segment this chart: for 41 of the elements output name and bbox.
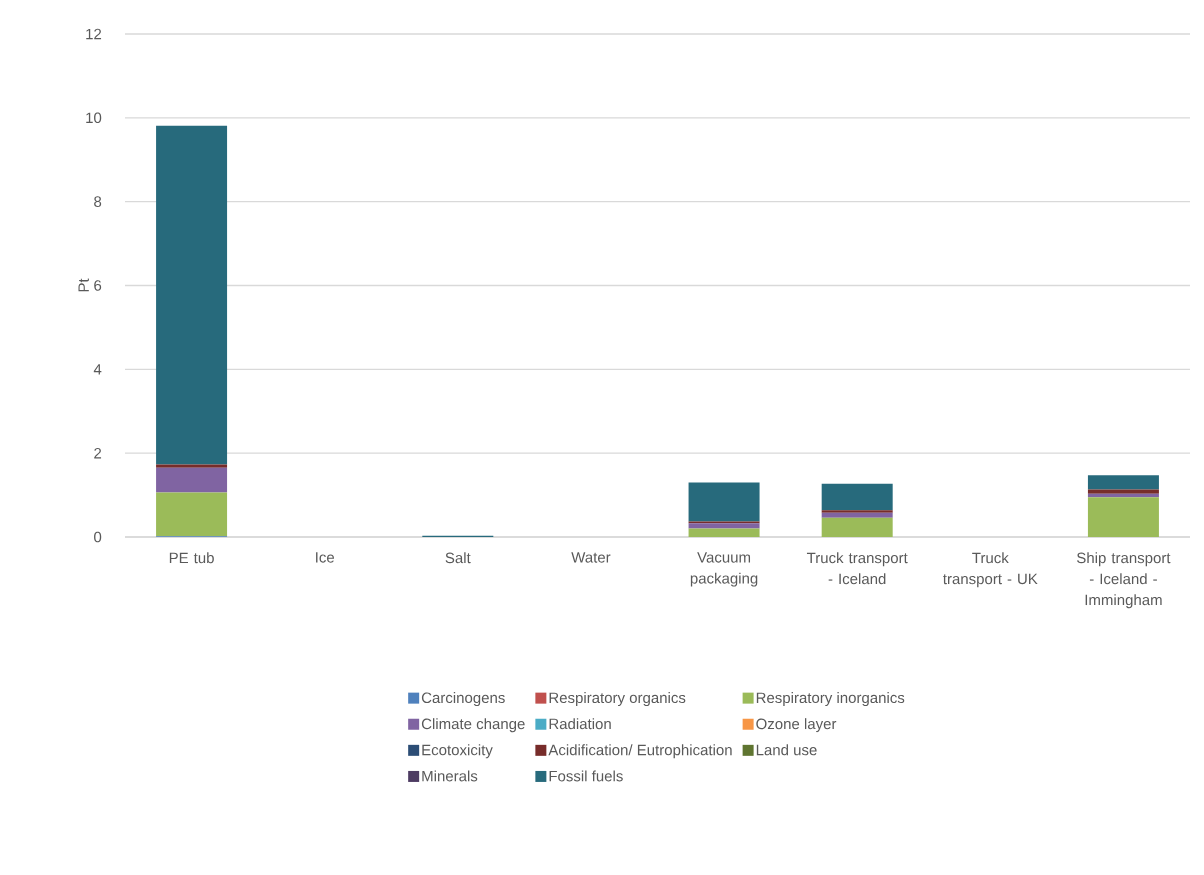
y-tick-label: 8 xyxy=(94,196,102,207)
legend-label: Land use xyxy=(756,744,817,756)
y-tick-label: 12 xyxy=(86,28,102,40)
bar xyxy=(1087,489,1159,494)
bar xyxy=(821,483,893,511)
bar xyxy=(688,528,760,537)
legend-label: Respiratory organics xyxy=(549,692,686,707)
legend-label: Climate change xyxy=(421,718,525,733)
bar xyxy=(688,523,760,529)
x-tick-label: PE tub xyxy=(169,552,214,564)
x-tick-label: Water xyxy=(571,552,611,563)
y-tick-label: 10 xyxy=(86,112,102,124)
y-tick-label: 4 xyxy=(93,364,102,375)
bar xyxy=(156,492,228,537)
y-tick-label: 6 xyxy=(94,280,102,291)
bar xyxy=(688,482,760,522)
legend-label: Ecotoxicity xyxy=(422,744,493,759)
legend-label: Radiation xyxy=(549,718,611,730)
legend-label: Fossil fuels xyxy=(549,770,623,782)
x-tick-label: Ship transport - Iceland - Immingham xyxy=(1077,552,1171,609)
x-tick-label: Truck transport - Iceland xyxy=(806,552,908,585)
y-tick-label: 2 xyxy=(94,447,102,459)
bar xyxy=(821,512,893,518)
x-tick-label: Truck transport - UK xyxy=(943,552,1038,588)
bar xyxy=(821,517,893,537)
x-tick-label: Ice xyxy=(316,552,335,563)
y-tick-label: 0 xyxy=(94,531,102,543)
bar xyxy=(156,125,228,465)
bar xyxy=(1087,475,1159,490)
bar xyxy=(1087,497,1159,537)
legend-label: Respiratory inorganics xyxy=(756,692,905,707)
legend-label: Acidification/ Eutrophication xyxy=(548,744,732,759)
y-axis-title: Pt xyxy=(78,278,89,292)
bar xyxy=(156,464,228,468)
legend-label: Ozone layer xyxy=(756,718,837,733)
bar xyxy=(156,467,228,493)
bar xyxy=(821,510,893,513)
x-tick-label: Salt xyxy=(445,552,471,564)
legend-label: Carcinogens xyxy=(421,692,505,707)
legend-label: Minerals xyxy=(422,770,478,782)
x-tick-label: Vacuum packaging xyxy=(690,552,758,587)
